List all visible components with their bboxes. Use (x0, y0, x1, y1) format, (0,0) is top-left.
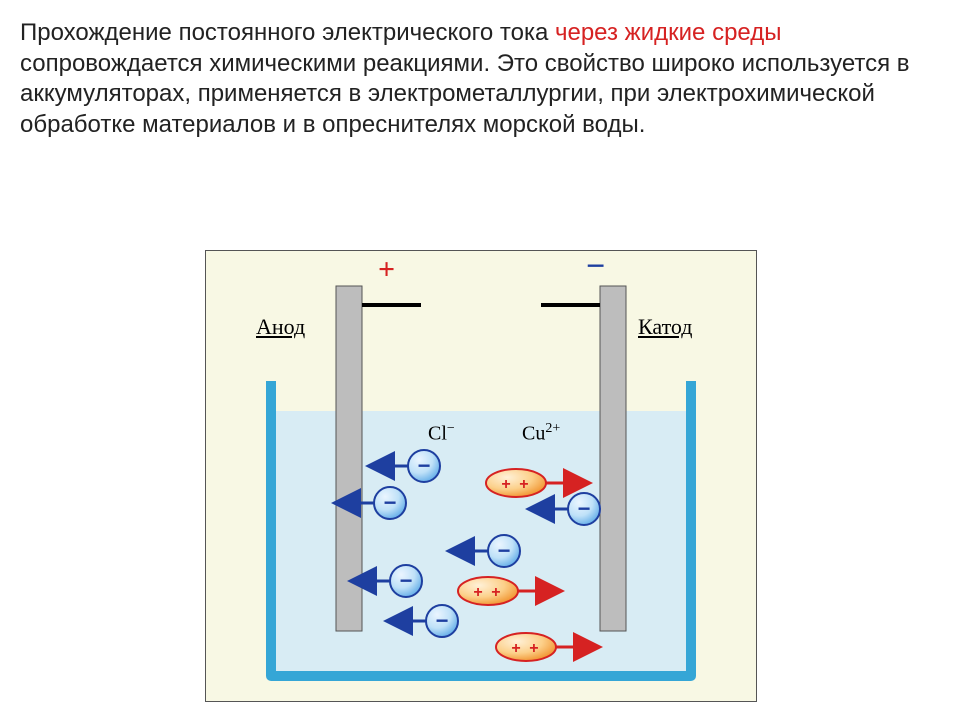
cathode-label: Катод (638, 314, 692, 340)
plus-sign: + (378, 253, 395, 286)
minus-sign: − (586, 251, 605, 285)
svg-text:+ +: + + (501, 476, 530, 493)
svg-text:−: − (578, 496, 591, 521)
desc-part1: Прохождение постоянного электрического т… (20, 19, 555, 46)
cu-label: Cu2+ (522, 421, 560, 446)
svg-text:−: − (400, 568, 413, 593)
cu-text: Cu (522, 423, 545, 445)
svg-text:−: − (418, 453, 431, 478)
anode-label: Анод (256, 314, 305, 340)
cl-text: Cl (428, 423, 447, 445)
liquid (271, 411, 691, 676)
svg-text:+ +: + + (473, 584, 502, 601)
anode-electrode (336, 286, 362, 631)
desc-highlight: через жидкие среды (555, 19, 782, 46)
svg-text:−: − (436, 608, 449, 633)
electrolysis-diagram: + − −−−−−−+ ++ ++ + Анод Катод Cl− Cu2+ (205, 250, 757, 702)
cathode-electrode (600, 286, 626, 631)
cu-sup: 2+ (545, 421, 560, 436)
cl-label: Cl− (428, 421, 455, 446)
description-text: Прохождение постоянного электрического т… (20, 18, 940, 141)
cl-sup: − (447, 421, 455, 436)
svg-text:−: − (384, 490, 397, 515)
svg-text:+ +: + + (511, 640, 540, 657)
desc-part2: сопровождается химическими реакциями. Эт… (20, 50, 910, 138)
svg-text:−: − (498, 538, 511, 563)
